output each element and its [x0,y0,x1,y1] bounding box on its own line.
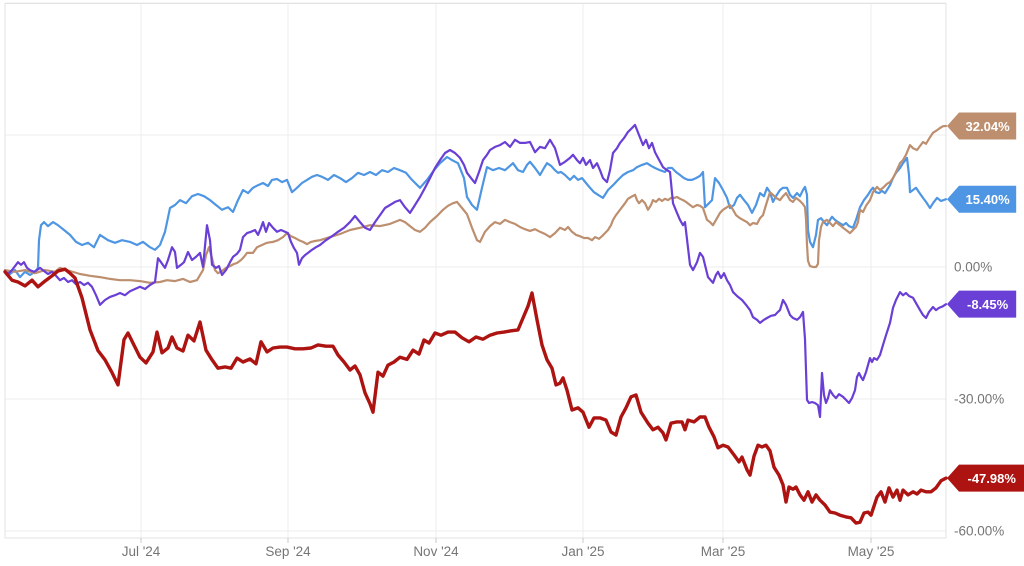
y-axis-label: -30.00% [954,392,1004,407]
series-line-red [3,267,948,525]
x-axis-label: Jul '24 [122,544,161,559]
x-axis-label: Sep '24 [265,544,311,559]
value-tag-blue: 15.40% [947,185,1017,213]
series-lines [3,123,948,525]
value-tag-shape-purple [947,290,1017,318]
value-tag-shape-blue [947,185,1017,213]
plot-border [4,3,947,539]
series-line-purple [3,123,948,419]
y-axis-labels: 0.00% -30.00% -60.00% [954,260,1004,539]
value-tag-red: -47.98% [947,464,1024,492]
series-line-blue [3,155,948,279]
x-axis-label: May '25 [848,544,895,559]
value-tag-purple: -8.45% [947,290,1017,318]
y-axis-label: 0.00% [954,260,992,275]
series-line-tan [3,124,948,284]
value-tag-shape-tan [947,112,1017,140]
plot-frame [4,3,947,543]
value-tag-label-tan: 32.04% [966,119,1011,134]
value-tag-shape-red [947,464,1024,492]
value-tag-tan: 32.04% [947,112,1017,140]
value-tag-label-purple: -8.45% [967,297,1009,312]
x-axis-label: Mar '25 [701,544,746,559]
x-axis-label: Jan '25 [561,544,604,559]
x-axis-labels: Jul '24 Sep '24 Nov '24 Jan '25 Mar '25 May '… [122,544,895,559]
x-axis-label: Nov '24 [413,544,459,559]
gridlines [5,2,946,538]
value-tag-label-blue: 15.40% [966,192,1011,207]
series-value-tags: 15.40% 32.04% -8.45% -47.98% [947,112,1024,492]
value-tag-label-red: -47.98% [967,471,1016,486]
y-axis-label: -60.00% [954,524,1004,539]
